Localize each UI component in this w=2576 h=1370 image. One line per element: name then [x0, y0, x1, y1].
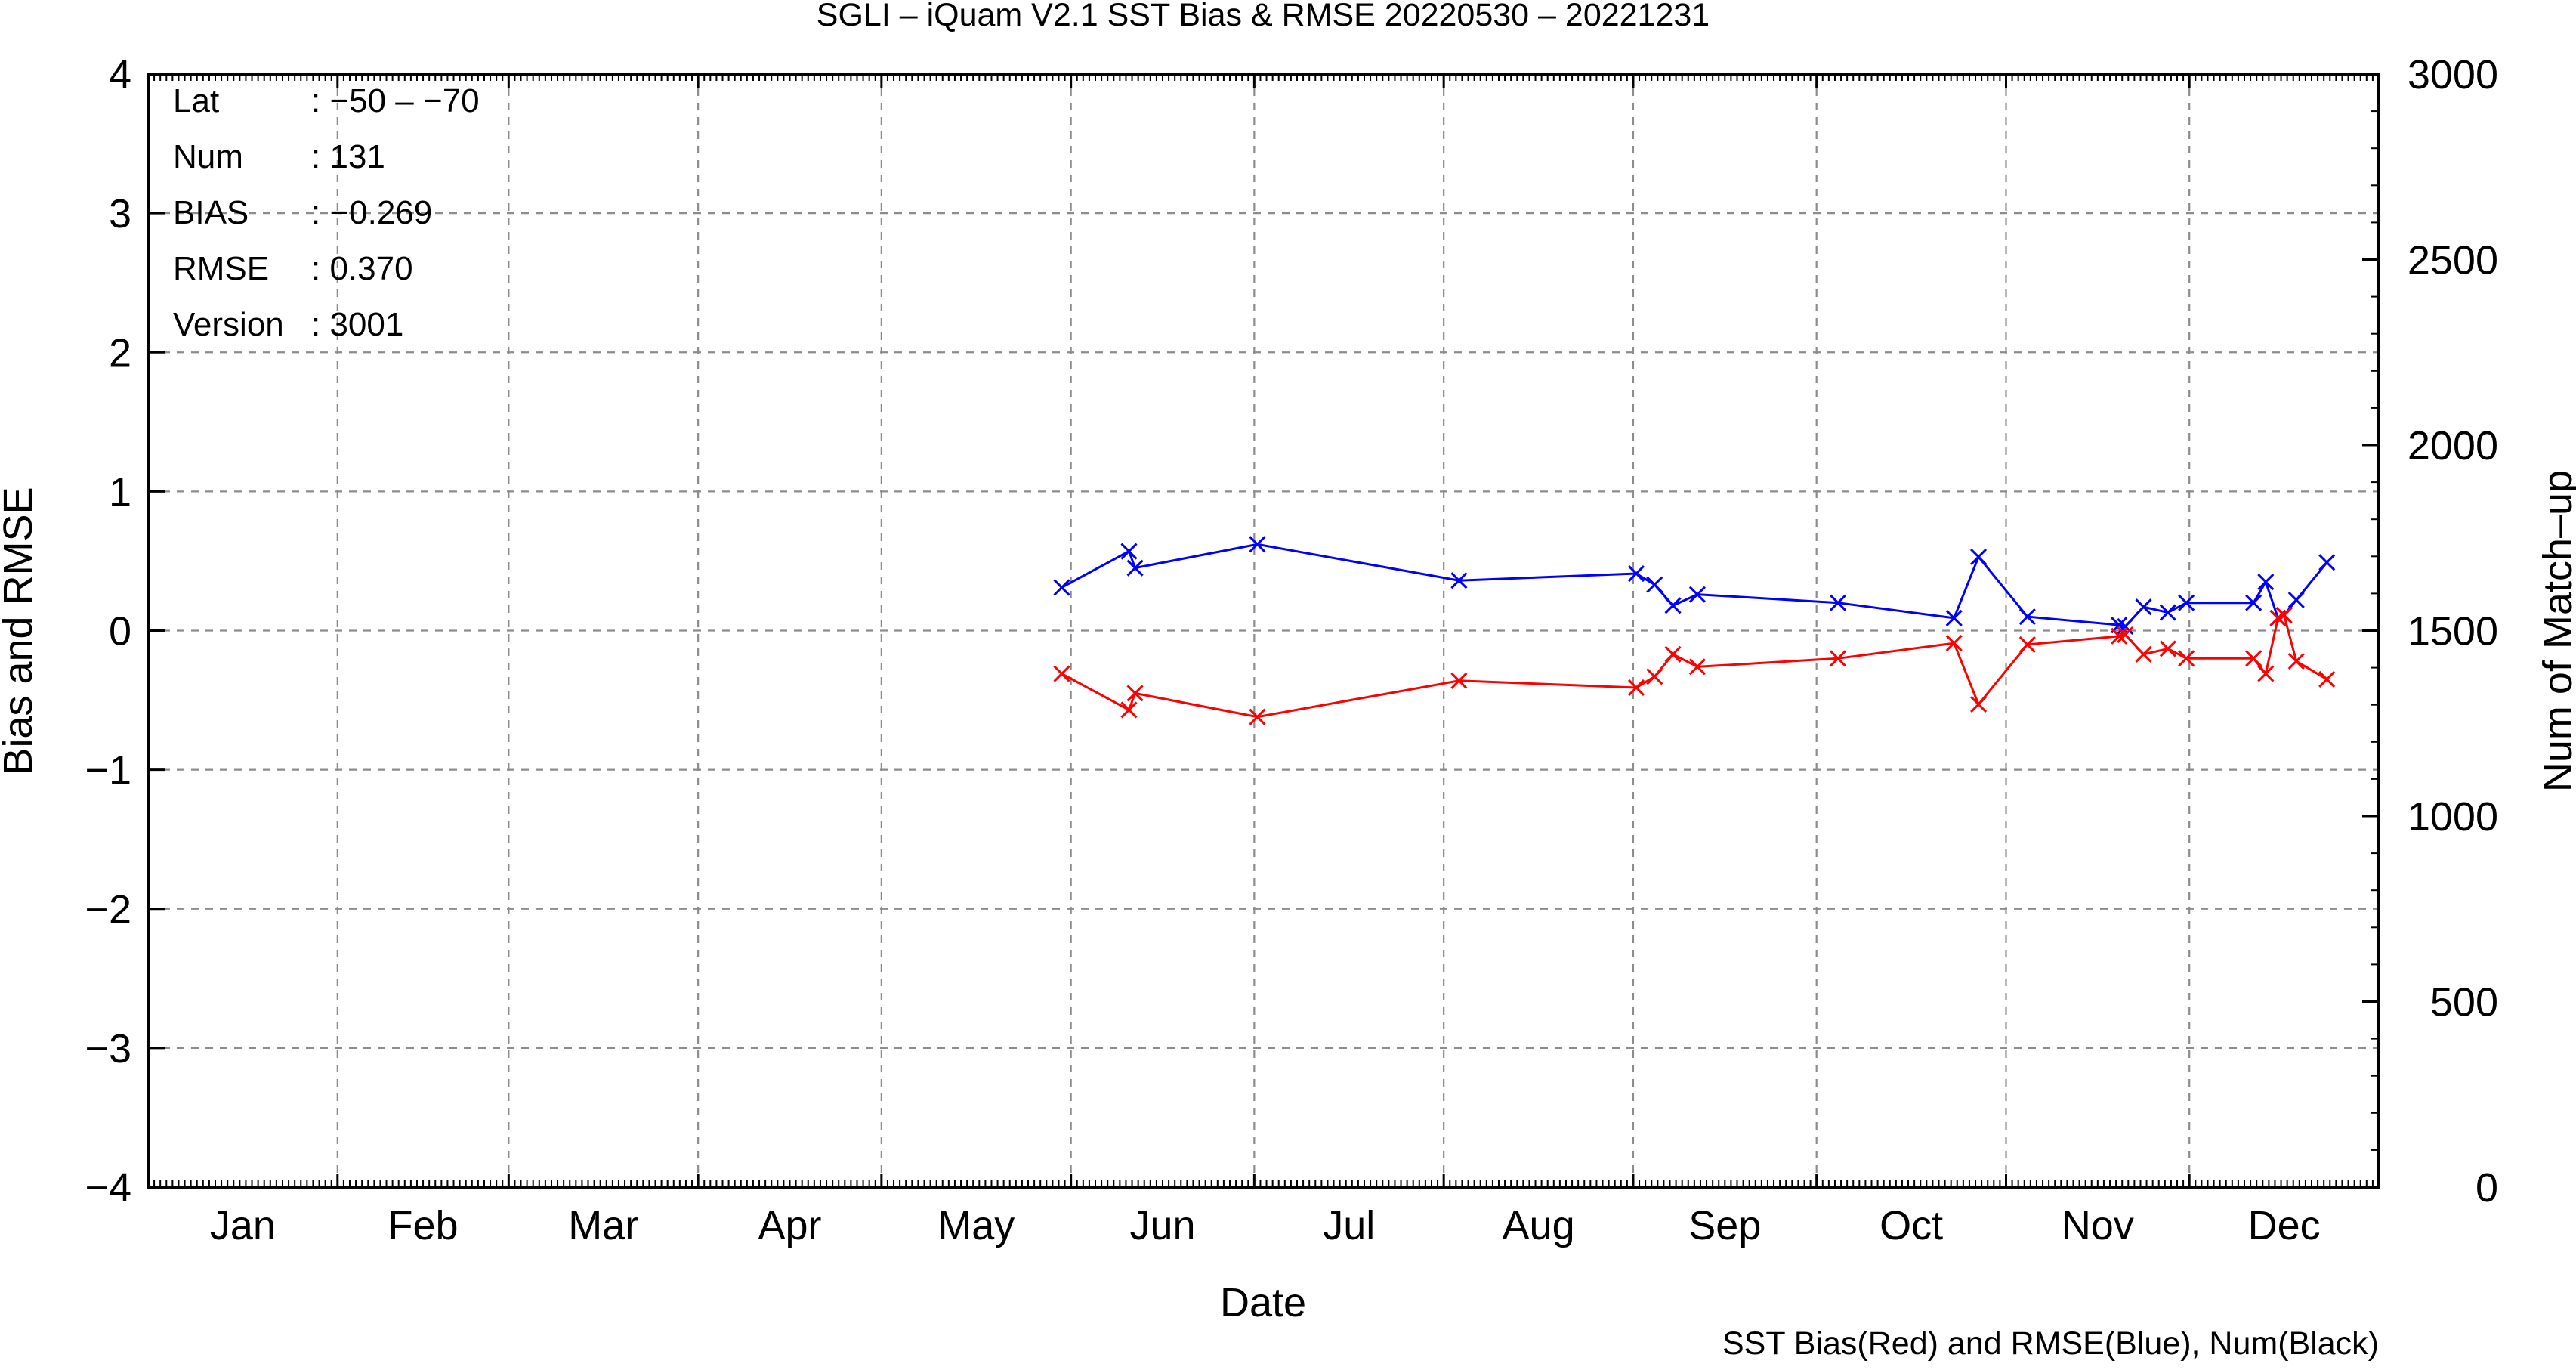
data-point-bias: [2135, 645, 2152, 663]
x-tick-labels: Jan Feb Mar Apr May Jun Jul Aug Sep Oct Nov Dec: [210, 1203, 2321, 1248]
data-point-rmse: [2178, 594, 2195, 611]
info-value: : −50 – −70: [311, 82, 480, 119]
data-point-rmse: [2135, 598, 2152, 616]
x-tick-label: May: [937, 1203, 1015, 1248]
data-point-rmse: [2245, 594, 2262, 611]
info-value: : 131: [311, 138, 385, 175]
y-tick-label: 0: [109, 609, 131, 654]
x-tick-label: Nov: [2062, 1203, 2134, 1248]
x-tick-label: Oct: [1879, 1203, 1943, 1248]
data-point-bias: [1120, 701, 1138, 719]
x-tick-label: Jun: [1129, 1203, 1195, 1248]
data-point-rmse: [1053, 579, 1070, 596]
x-axis-label: Date: [1220, 1280, 1306, 1325]
data-point-rmse: [1120, 543, 1138, 560]
x-tick-label: Jan: [210, 1203, 276, 1248]
data-point-bias: [2275, 607, 2293, 624]
data-point-bias: [2111, 627, 2128, 645]
data-point-bias: [1945, 635, 1963, 652]
footer-legend: SST Bias(Red) and RMSE(Blue), Num(Black): [1722, 1325, 2379, 1362]
x-tick-label: Sep: [1688, 1203, 1761, 1248]
y2-tick-label: 1500: [2408, 609, 2498, 654]
data-point-bias: [1450, 672, 1468, 689]
y-tick-label: −4: [85, 1165, 131, 1211]
x-tick-label: Mar: [568, 1203, 638, 1248]
series-layer: [1053, 536, 2336, 725]
data-point-rmse: [1945, 609, 1963, 626]
data-point-bias: [1646, 668, 1663, 685]
y-tick-label: 4: [109, 52, 131, 97]
info-value: : −0.269: [311, 194, 432, 231]
data-point-bias: [2318, 670, 2336, 688]
y2-tick-label: 0: [2476, 1165, 2498, 1211]
data-point-bias: [2178, 650, 2195, 667]
data-point-rmse: [1627, 564, 1645, 583]
data-point-bias: [2018, 636, 2036, 653]
y2-axis-label: Num of Match–up: [2535, 470, 2576, 792]
data-point-rmse: [2287, 591, 2305, 609]
data-point-bias: [2159, 640, 2176, 657]
info-key: Version: [173, 306, 284, 343]
data-point-rmse: [1688, 586, 1706, 603]
y-axis-label: Bias and RMSE: [0, 487, 41, 775]
y-tick-label: 2: [109, 330, 131, 376]
data-point-bias: [2117, 626, 2134, 644]
x-tick-label: Apr: [758, 1203, 821, 1248]
y-tick-label: 3: [109, 191, 131, 237]
data-point-rmse: [2018, 608, 2036, 626]
data-point-rmse: [1970, 548, 1988, 565]
x-tick-label: Dec: [2248, 1203, 2321, 1248]
data-point-rmse: [1829, 594, 1847, 611]
data-point-rmse: [2257, 573, 2275, 591]
info-value: : 0.370: [311, 250, 413, 287]
data-point-rmse: [1249, 536, 1266, 553]
grid-lines: [148, 74, 2379, 1187]
info-key: Lat: [173, 82, 219, 119]
plot-frame: [147, 73, 2380, 1189]
data-point-bias: [2245, 650, 2262, 667]
data-point-bias: [1970, 696, 1988, 713]
data-point-rmse: [2117, 617, 2134, 636]
y2-tick-labels: 3000 2500 2000 1500 1000 500 0: [2408, 52, 2498, 1211]
y2-tick-label: 2500: [2408, 238, 2498, 283]
data-point-rmse: [1646, 576, 1663, 593]
y-tick-label: −3: [85, 1026, 131, 1072]
data-point-bias: [2287, 652, 2305, 670]
x-tick-label: Aug: [1503, 1203, 1575, 1248]
data-point-rmse: [1126, 559, 1144, 577]
y2-tick-label: 500: [2430, 980, 2498, 1025]
data-point-bias: [1688, 658, 1706, 676]
data-point-rmse: [1450, 572, 1468, 589]
info-box: Lat : −50 – −70 Num : 131 BIAS : −0.269 RMSE : …: [173, 82, 480, 343]
series-line-bias: [1061, 614, 2327, 719]
data-point-rmse: [2159, 604, 2176, 621]
info-key: RMSE: [173, 250, 269, 287]
y-tick-labels: 4 3 2 1 0 −1 −2 −3 −4: [85, 52, 131, 1211]
data-point-rmse: [2318, 554, 2336, 571]
data-point-bias: [1053, 665, 1070, 682]
y2-tick-label: 3000: [2408, 52, 2498, 97]
x-tick-label: Feb: [388, 1203, 459, 1248]
info-value: : 3001: [311, 306, 403, 343]
data-point-bias: [1126, 685, 1144, 702]
x-tick-label: Jul: [1323, 1203, 1375, 1248]
data-point-bias: [1249, 708, 1266, 725]
data-point-bias: [1627, 679, 1645, 697]
data-point-rmse: [1664, 597, 1682, 614]
info-key: Num: [173, 138, 243, 175]
data-point-bias: [2257, 665, 2275, 682]
chart-title: SGLI – iQuam V2.1 SST Bias & RMSE 202205…: [817, 0, 1710, 33]
data-point-bias: [1664, 645, 1682, 663]
y-tick-label: −1: [85, 748, 131, 793]
axis-ticks: [147, 73, 2380, 1189]
y2-tick-label: 1000: [2408, 794, 2498, 840]
data-point-bias: [2269, 609, 2287, 626]
data-point-bias: [1829, 650, 1847, 667]
y-tick-label: 1: [109, 469, 131, 515]
series-line-rmse: [1061, 543, 2328, 628]
y2-tick-label: 2000: [2408, 423, 2498, 469]
info-key: BIAS: [173, 194, 249, 231]
y-tick-label: −2: [85, 887, 131, 932]
